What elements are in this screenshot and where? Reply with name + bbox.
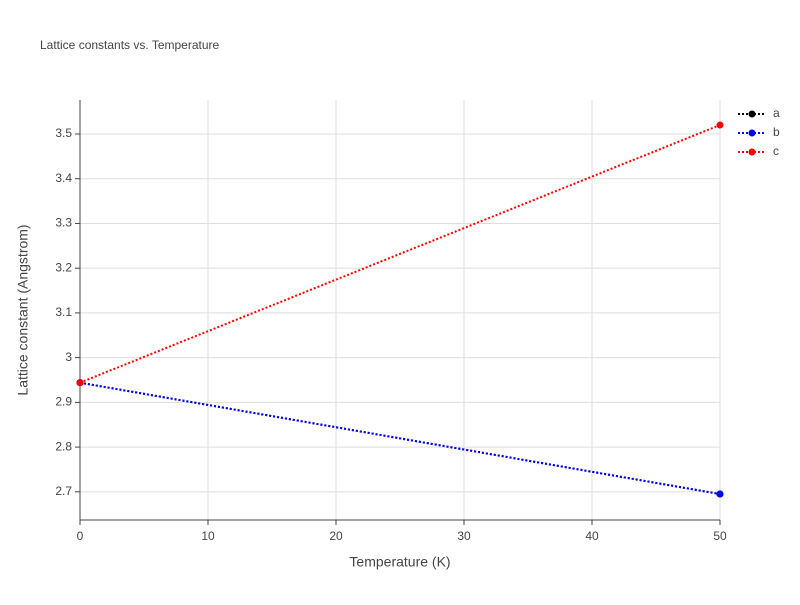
series-line [79,381,721,496]
y-tick-label: 3.1 [55,305,72,319]
legend-label: b [773,125,780,139]
legend-marker [748,148,756,156]
legend-marker [748,129,756,137]
y-tick-label: 3 [65,350,72,364]
y-axis-label: Lattice constant (Angstrom) [15,224,31,395]
x-tick-label: 30 [457,529,471,543]
legend-label: a [773,106,780,120]
chart-title: Lattice constants vs. Temperature [40,38,220,52]
y-tick-label: 2.7 [55,484,72,498]
x-axis-label: Temperature (K) [349,554,450,570]
y-tick-label: 2.8 [55,439,72,453]
x-tick-label: 0 [77,529,84,543]
legend-label: c [773,144,779,158]
y-tick-label: 3.3 [55,216,72,230]
data-point [76,379,84,387]
data-point [716,490,724,498]
legend-marker [748,110,756,118]
y-tick-label: 3.2 [55,260,72,274]
x-tick-label: 50 [713,529,727,543]
x-tick-label: 10 [201,529,215,543]
y-tick-label: 2.9 [55,395,72,409]
y-tick-label: 3.4 [55,171,72,185]
data-point [716,121,724,129]
x-tick-label: 20 [329,529,343,543]
series-line [79,124,721,384]
x-tick-label: 40 [585,529,599,543]
y-tick-label: 3.5 [55,126,72,140]
